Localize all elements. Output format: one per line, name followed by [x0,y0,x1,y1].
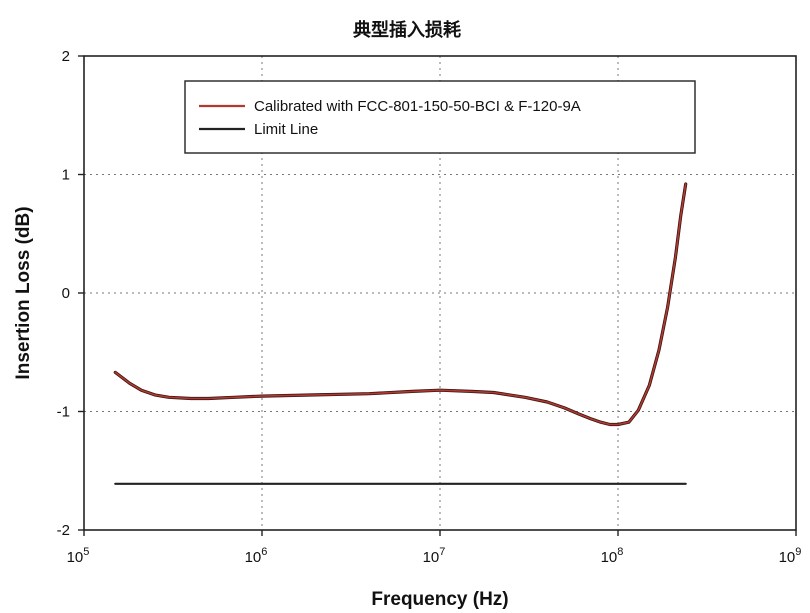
series-lines [113,182,688,485]
x-tick-label: 106 [245,546,268,566]
x-tick-label: 108 [601,546,624,566]
y-axis-label: Insertion Loss (dB) [13,206,34,379]
x-tick-label: 107 [423,546,446,566]
x-tick-label: 109 [779,546,802,566]
chart-title: 典型插入损耗 [353,19,461,41]
series-line-calibrated [114,183,687,426]
axis-ticks: 105 106 107 108 109 -2 -1 0 1 2 [57,48,802,566]
series-line-calibrated-shadow [113,182,688,427]
legend-box [184,80,696,154]
y-tick-label: 0 [62,285,70,302]
legend-label-calibrated: Calibrated with FCC-801-150-50-BCI & F-1… [254,98,581,115]
y-tick-label: 2 [62,48,70,65]
y-tick-label: -1 [57,404,70,421]
legend: Calibrated with FCC-801-150-50-BCI & F-1… [184,80,696,154]
y-tick-label: 1 [62,167,70,184]
y-tick-label: -2 [57,522,70,539]
x-tick-label: 105 [67,546,90,566]
legend-label-limit-line: Limit Line [254,121,318,138]
x-axis-label: Frequency (Hz) [371,589,508,610]
